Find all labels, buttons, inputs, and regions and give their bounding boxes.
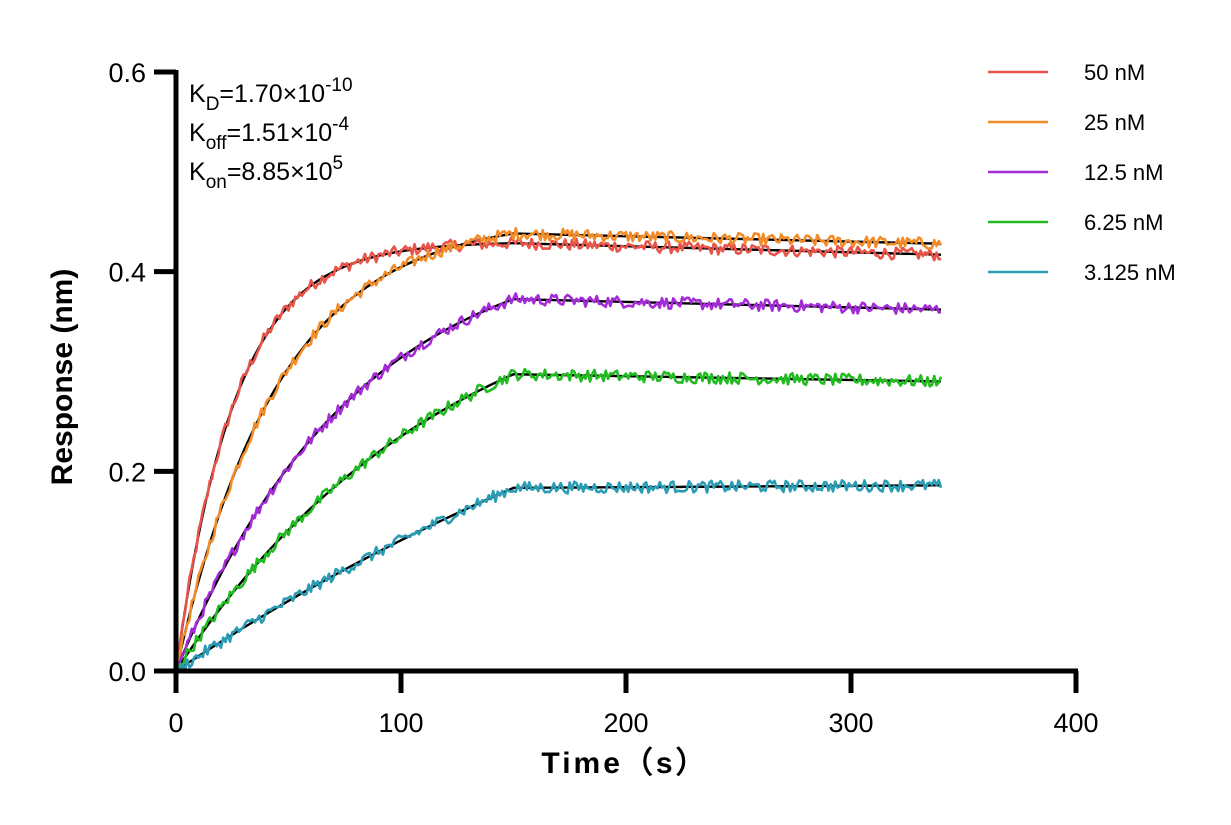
kinetic-constant-on: Kon=8.85×105 xyxy=(189,153,343,193)
y-tick-label: 0.4 xyxy=(108,258,146,288)
legend-label: 6.25 nM xyxy=(1084,210,1164,235)
axes: 0 100 200 300 400 0.0 0.2 0.4 0.6 xyxy=(108,58,1098,738)
x-tick-label: 0 xyxy=(168,708,183,738)
legend-item: 12.5 nM xyxy=(988,160,1164,185)
x-tick-label: 200 xyxy=(603,708,648,738)
legend-label: 50 nM xyxy=(1084,60,1145,85)
fit-curve-6-25-nm xyxy=(174,373,942,672)
legend-item: 6.25 nM xyxy=(988,210,1164,235)
data-series-50-nm xyxy=(174,236,942,672)
x-tick-label: 100 xyxy=(378,708,423,738)
legend-label: 25 nM xyxy=(1084,110,1145,135)
legend-item: 50 nM xyxy=(988,60,1145,85)
fit-curve-3-125-nm xyxy=(175,484,942,672)
y-tick-label: 0.2 xyxy=(108,457,146,487)
y-tick-label: 0.6 xyxy=(108,58,146,88)
y-tick-label: 0.0 xyxy=(108,657,146,687)
data-series-3-125-nm xyxy=(175,478,943,673)
data-series-25-nm xyxy=(174,226,943,672)
x-tick-label: 400 xyxy=(1053,708,1098,738)
data-series-12-5-nm xyxy=(174,292,942,672)
y-axis-title: Response (nm) xyxy=(46,269,79,486)
data-curves xyxy=(174,226,943,673)
legend: 50 nM 25 nM 12.5 nM 6.25 nM 3.125 nM xyxy=(988,60,1176,285)
legend-label: 3.125 nM xyxy=(1084,260,1176,285)
legend-label: 12.5 nM xyxy=(1084,160,1164,185)
data-series-6-25-nm xyxy=(174,367,943,672)
legend-item: 3.125 nM xyxy=(988,260,1176,285)
kinetic-constant-off: Koff=1.51×10-4 xyxy=(189,114,349,154)
kinetic-constant-d: KD=1.70×10-10 xyxy=(189,75,353,115)
x-axis-title: Time（s） xyxy=(541,746,708,780)
x-tick-label: 300 xyxy=(828,708,873,738)
legend-item: 25 nM xyxy=(988,110,1145,135)
